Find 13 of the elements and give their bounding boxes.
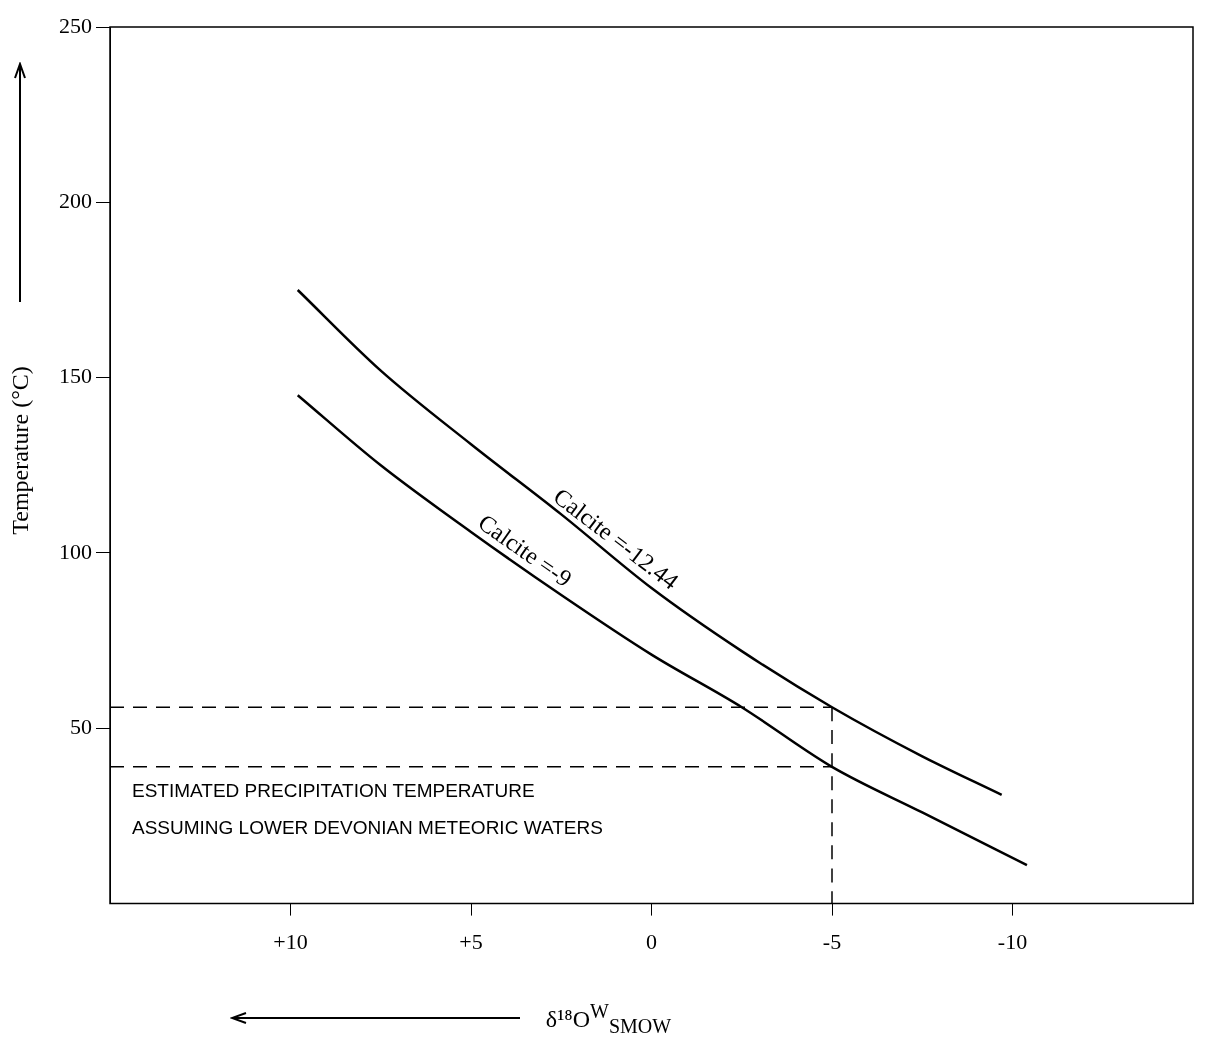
- y-tick-label: 100: [59, 538, 92, 564]
- x-tick-label: +5: [459, 928, 483, 954]
- x-tick-label: -5: [822, 928, 842, 954]
- annotation: ESTIMATED PRECIPITATION TEMPERATURE: [132, 779, 535, 801]
- y-tick-label: 150: [59, 363, 92, 389]
- x-tick-label: +10: [273, 928, 308, 954]
- x-tick-label: -10: [997, 928, 1028, 954]
- annotation: ASSUMING LOWER DEVONIAN METEORIC WATERS: [132, 816, 603, 838]
- y-axis-title: Temperature (°C): [6, 365, 34, 535]
- x-tick-label: 0: [646, 928, 657, 954]
- y-tick-label: 50: [70, 714, 92, 740]
- y-tick-label: 200: [59, 188, 92, 214]
- y-tick-label: 250: [59, 12, 92, 38]
